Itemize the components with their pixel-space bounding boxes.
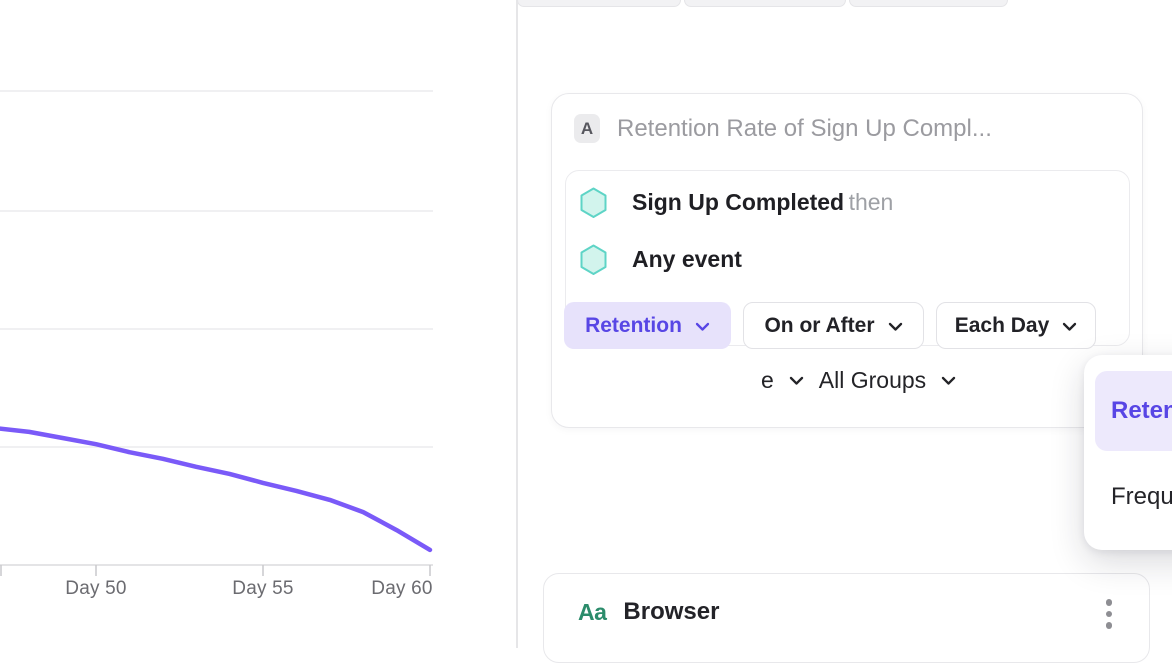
text-property-icon: Aa [578, 598, 607, 625]
retention-controls-row: Retention On or After Each Day [564, 302, 1096, 349]
gridlines [0, 90, 433, 448]
series-badge-a: A [574, 114, 600, 143]
event-hexagon-icon [580, 187, 607, 218]
property-name: Browser [623, 598, 720, 625]
property-card-browser: Aa Browser [543, 573, 1150, 663]
chart-canvas [0, 90, 433, 576]
all-groups-dropdown[interactable]: All Groups [818, 366, 927, 393]
chart-name-input[interactable]: Retention Rate of Sign Up Compl... [617, 114, 992, 142]
clipped-top-control[interactable] [517, 0, 681, 7]
chevron-down-icon [942, 376, 956, 385]
interval-dropdown-button[interactable]: Each Day [936, 302, 1096, 349]
chevron-down-icon [888, 322, 902, 331]
interval-dropdown-label: Each Day [954, 313, 1050, 337]
event-row-first[interactable]: Sign Up Completed then [580, 187, 893, 218]
grouping-row: e All Groups [761, 358, 956, 402]
line-series-retention [0, 426, 433, 553]
event-name[interactable]: Any event [632, 246, 742, 272]
timing-dropdown-button[interactable]: On or After [743, 302, 924, 349]
event-name[interactable]: Sign Up Completed [632, 189, 845, 215]
x-axis-ticks [0, 565, 431, 576]
mode-dropdown-label: Retention [585, 313, 682, 337]
event-definition-card: Sign Up Completed then Any event Retenti… [564, 170, 1130, 367]
event-hexagon-icon [580, 244, 607, 275]
x-tick-label: Day 60 [371, 578, 433, 599]
panel-divider [516, 0, 518, 648]
menu-item-retention[interactable]: Retention [1095, 371, 1172, 451]
clipped-top-control[interactable] [849, 0, 1008, 7]
clipped-top-control[interactable] [684, 0, 846, 7]
grouping-dropdown-fragment[interactable]: e [761, 366, 774, 393]
kebab-menu-icon[interactable] [1097, 596, 1121, 632]
chevron-down-icon [695, 322, 710, 331]
chevron-down-icon [1063, 322, 1077, 331]
menu-item-frequency[interactable]: Frequency [1111, 483, 1172, 510]
timing-dropdown-label: On or After [764, 313, 875, 337]
mode-dropdown-button[interactable]: Retention [564, 302, 731, 349]
event-suffix-then: then [848, 189, 894, 215]
metric-card-header: A Retention Rate of Sign Up Compl... [574, 114, 992, 143]
metric-card-a: A Retention Rate of Sign Up Compl... Sig… [551, 93, 1143, 428]
chevron-down-icon [789, 376, 803, 385]
x-tick-label: Day 50 [65, 578, 127, 599]
property-card-content: Aa Browser [578, 598, 719, 626]
retention-chart: Day 50 Day 55 Day 60 [0, 0, 516, 648]
x-tick-label: Day 55 [232, 578, 294, 599]
query-builder-panel: A Retention Rate of Sign Up Compl... Sig… [517, 0, 1172, 663]
mode-dropdown-menu: Retention Frequency [1084, 355, 1172, 550]
event-row-second[interactable]: Any event [580, 244, 742, 275]
